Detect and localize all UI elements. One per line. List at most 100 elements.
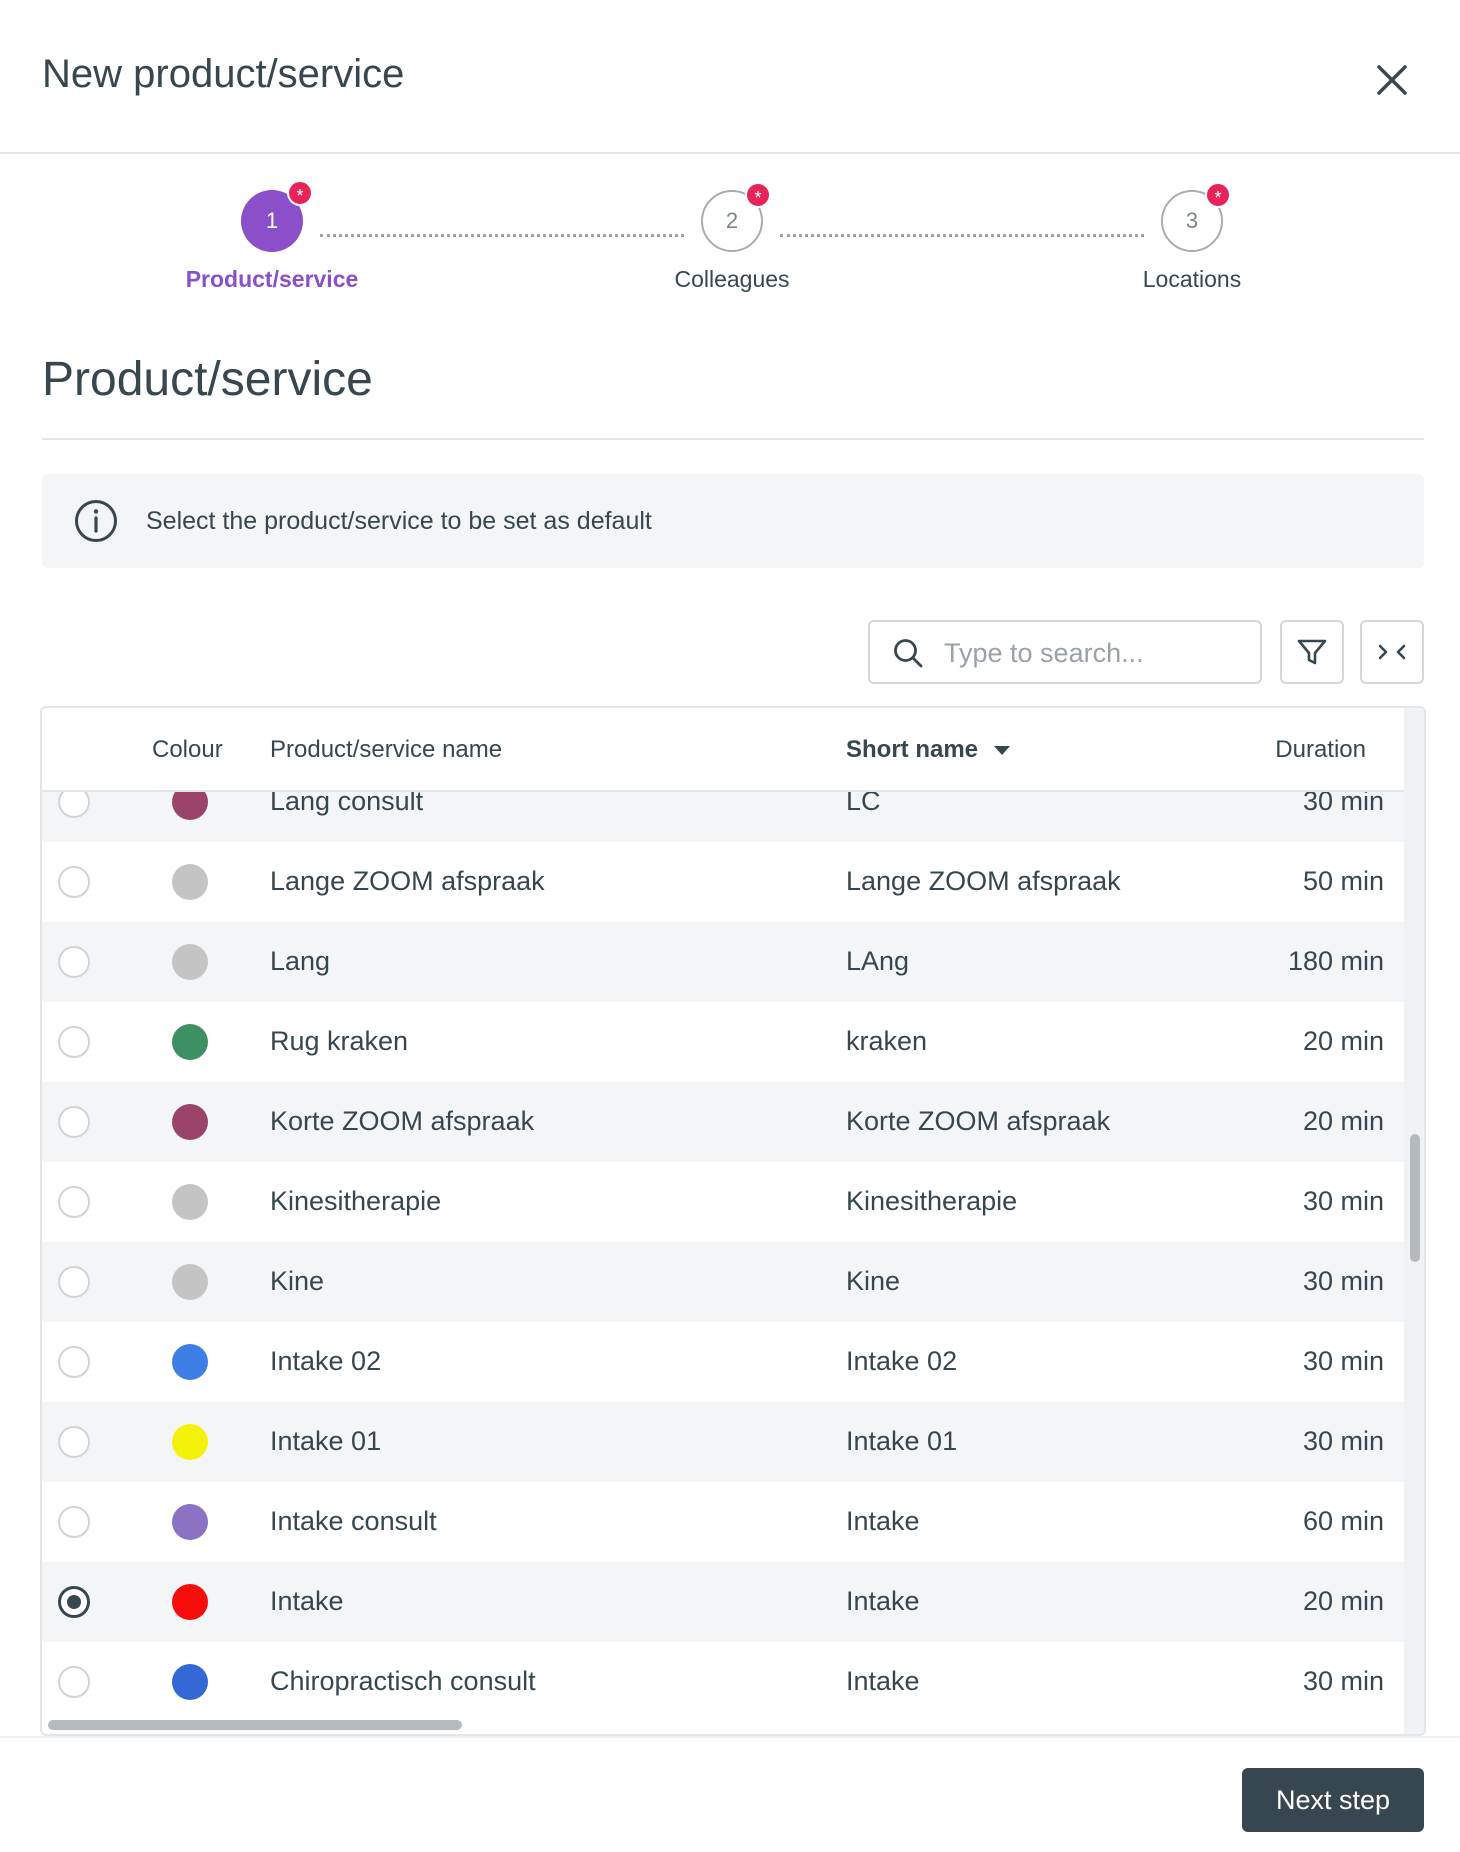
- row-radio[interactable]: [58, 1106, 90, 1138]
- step-label: Product/service: [185, 266, 359, 292]
- table-row[interactable]: Intake Intake 20 min: [42, 1562, 1404, 1642]
- next-step-button[interactable]: Next step: [1242, 1768, 1424, 1832]
- column-header-colour[interactable]: Colour: [152, 736, 223, 763]
- products-table: Colour Product/service name Short name D…: [40, 706, 1426, 1736]
- divider: [42, 438, 1424, 440]
- table-header: Colour Product/service name Short name D…: [42, 708, 1404, 792]
- duration-cell: 30 min: [1302, 1426, 1384, 1456]
- duration-cell: 20 min: [1302, 1026, 1384, 1056]
- duration-cell: 20 min: [1302, 1106, 1384, 1136]
- duration-cell: 30 min: [1302, 1266, 1384, 1296]
- short-name-cell: Kine: [846, 1266, 901, 1296]
- vertical-scrollbar[interactable]: [1404, 708, 1424, 1734]
- short-name-cell: Intake 01: [846, 1426, 958, 1456]
- section-title: Product/service: [42, 353, 373, 406]
- colour-swatch: [172, 864, 208, 900]
- step-number-circle: 2 *: [701, 182, 771, 252]
- step-number-circle: 1 *: [241, 180, 313, 252]
- search-input[interactable]: [942, 632, 1246, 674]
- row-radio[interactable]: [58, 946, 90, 978]
- filter-button[interactable]: [1280, 620, 1344, 684]
- short-name-cell: Intake: [846, 1586, 920, 1616]
- table-row[interactable]: Chiropractisch consult Intake 30 min: [42, 1642, 1404, 1722]
- product-name-cell: Rug kraken: [270, 1026, 409, 1056]
- info-text: Select the product/service to be set as …: [146, 507, 652, 535]
- close-button[interactable]: [1366, 54, 1418, 106]
- step-connector: [780, 234, 1144, 237]
- table-row[interactable]: Lang LAng 180 min: [42, 922, 1404, 1002]
- step-label: Locations: [1142, 266, 1242, 292]
- collapse-columns-button[interactable]: [1360, 620, 1424, 684]
- table-row[interactable]: Intake 01 Intake 01 30 min: [42, 1402, 1404, 1482]
- short-name-cell: LAng: [846, 946, 910, 976]
- table-row[interactable]: Intake 02 Intake 02 30 min: [42, 1322, 1404, 1402]
- short-name-cell: Intake: [846, 1666, 920, 1696]
- required-badge: *: [745, 182, 771, 208]
- step-locations[interactable]: 3 * Locations: [1042, 182, 1342, 293]
- duration-cell: 180 min: [1287, 946, 1384, 976]
- row-radio[interactable]: [58, 1426, 90, 1458]
- product-name-cell: Chiropractisch consult: [270, 1666, 536, 1696]
- table-row[interactable]: Lange ZOOM afspraak Lange ZOOM afspraak 50…: [42, 842, 1404, 922]
- colour-swatch: [172, 1584, 208, 1620]
- row-radio[interactable]: [58, 1026, 90, 1058]
- table-row[interactable]: Rug kraken kraken 20 min: [42, 1002, 1404, 1082]
- dialog-header: New product/service: [0, 0, 1460, 154]
- short-name-cell: Intake: [846, 1506, 920, 1536]
- short-name-cell: Intake 02: [846, 1346, 958, 1376]
- step-product-service[interactable]: 1 * Product/service: [122, 180, 422, 293]
- product-name-cell: Korte ZOOM afspraak: [270, 1106, 535, 1136]
- colour-swatch: [172, 1664, 208, 1700]
- column-header-duration[interactable]: Duration: [1275, 736, 1366, 763]
- vertical-scrollbar-thumb[interactable]: [1410, 1134, 1420, 1262]
- required-badge: *: [287, 180, 313, 206]
- column-header-short-name[interactable]: Short name: [846, 736, 1011, 764]
- step-connector: [320, 234, 684, 237]
- row-radio[interactable]: [58, 1506, 90, 1538]
- colour-swatch: [172, 1344, 208, 1380]
- table-row[interactable]: Intake consult Intake 60 min: [42, 1482, 1404, 1562]
- duration-cell: 60 min: [1302, 1506, 1384, 1536]
- product-name-cell: Kinesitherapie: [270, 1186, 442, 1216]
- product-name-cell: Kine: [270, 1266, 325, 1296]
- step-colleagues[interactable]: 2 * Colleagues: [582, 182, 882, 293]
- table-row[interactable]: Kine Kine 30 min: [42, 1242, 1404, 1322]
- column-header-short-name-label: Short name: [846, 736, 979, 763]
- row-radio[interactable]: [58, 866, 90, 898]
- row-radio[interactable]: [58, 1666, 90, 1698]
- close-icon: [1377, 65, 1407, 95]
- short-name-cell: Lange ZOOM afspraak: [846, 866, 1121, 896]
- colour-swatch: [172, 1104, 208, 1140]
- product-name-cell: Lang: [270, 946, 331, 976]
- duration-cell: 30 min: [1302, 1346, 1384, 1376]
- row-radio[interactable]: [58, 1266, 90, 1298]
- table-row[interactable]: Korte ZOOM afspraak Korte ZOOM afspraak 20…: [42, 1082, 1404, 1162]
- row-radio[interactable]: [58, 1586, 90, 1618]
- colour-swatch: [172, 1264, 208, 1300]
- step-number: 2: [725, 208, 739, 233]
- colour-swatch: [172, 1024, 208, 1060]
- dialog-title: New product/service: [42, 52, 405, 96]
- filter-icon: [1297, 639, 1327, 665]
- dialog-footer: Next step: [0, 1736, 1460, 1852]
- row-radio[interactable]: [58, 1346, 90, 1378]
- colour-swatch: [172, 944, 208, 980]
- table-row[interactable]: Kinesitherapie Kinesitherapie 30 min: [42, 1162, 1404, 1242]
- info-icon: [75, 500, 117, 542]
- horizontal-scrollbar-thumb[interactable]: [48, 1720, 462, 1730]
- short-name-cell: kraken: [846, 1026, 928, 1056]
- product-name-cell: Intake consult: [270, 1506, 437, 1536]
- duration-cell: 50 min: [1302, 866, 1384, 896]
- search-field[interactable]: [868, 620, 1262, 684]
- product-name-cell: Intake 01: [270, 1426, 382, 1456]
- row-radio[interactable]: [58, 1186, 90, 1218]
- table-body: Lang consult LC 30 min Lange ZOOM afspraak L…: [42, 762, 1404, 1722]
- sort-desc-icon: [994, 746, 1011, 756]
- column-header-name[interactable]: Product/service name: [270, 736, 503, 763]
- info-banner: Select the product/service to be set as …: [42, 474, 1424, 568]
- step-number: 1: [265, 208, 279, 233]
- colour-swatch: [172, 1504, 208, 1540]
- step-number-circle: 3 *: [1161, 182, 1231, 252]
- product-name-cell: Intake 02: [270, 1346, 382, 1376]
- stepper: 1 * Product/service 2 * Colleagues 3 * L…: [0, 180, 1460, 330]
